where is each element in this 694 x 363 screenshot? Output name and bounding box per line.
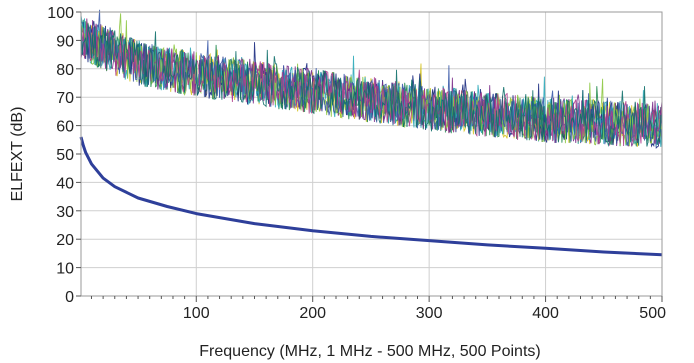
- y-tick-label: 60: [56, 119, 74, 136]
- y-axis-ticks: 0 10 20 30 40 50 60 70 80 90 100: [47, 5, 81, 306]
- x-tick-label: 400: [532, 305, 559, 322]
- y-tick-label: 20: [56, 232, 74, 249]
- y-tick-label: 10: [56, 261, 74, 278]
- y-tick-label: 30: [56, 204, 74, 221]
- y-tick-label: 90: [56, 33, 74, 50]
- x-tick-label: 500: [639, 305, 666, 322]
- y-tick-label: 100: [47, 5, 74, 22]
- limit-line-group: [79, 136, 663, 257]
- y-tick-label: 40: [56, 175, 74, 192]
- measured-traces: [80, 9, 663, 149]
- y-axis-title: ELFEXT (dB): [9, 107, 26, 202]
- limit-line: [79, 136, 663, 257]
- x-tick-label: 300: [416, 305, 443, 322]
- x-axis-title: Frequency (MHz, 1 MHz - 500 MHz, 500 Poi…: [199, 343, 540, 360]
- x-tick-label: 200: [299, 305, 326, 322]
- measured-trace: [80, 15, 663, 147]
- y-tick-label: 50: [56, 147, 74, 164]
- y-tick-label: 0: [65, 289, 74, 306]
- x-axis-ticks: 100 200 300 400 500: [90, 296, 666, 322]
- x-tick-label: 100: [183, 305, 210, 322]
- y-tick-label: 80: [56, 62, 74, 79]
- y-tick-label: 70: [56, 90, 74, 107]
